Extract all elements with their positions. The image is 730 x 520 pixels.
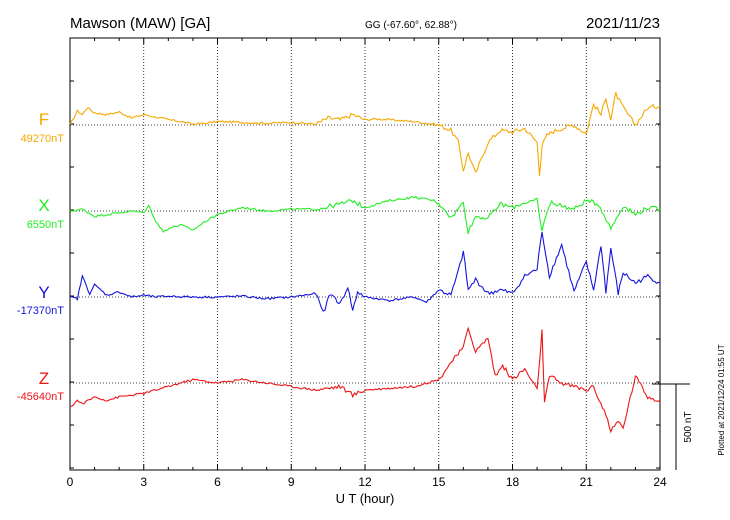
baseline-value-X: 6550nT (27, 219, 65, 231)
component-label-F: F (39, 110, 49, 129)
x-tick-label-6: 6 (214, 475, 221, 489)
x-tick-label-0: 0 (67, 475, 74, 489)
component-labels: F 49270nT X 6550nT Y -17370nT Z -45640nT (17, 110, 64, 403)
series-line-F (69, 92, 661, 176)
component-label-X: X (38, 196, 49, 215)
axis-ticks (69, 38, 661, 470)
x-tick-label-18: 18 (506, 475, 520, 489)
component-label-Y: Y (38, 283, 49, 302)
scale-bar-label: 500 nT (683, 411, 694, 442)
x-tick-label-21: 21 (580, 475, 594, 489)
station-title: Mawson (MAW) [GA] (70, 15, 210, 32)
x-tick-label-3: 3 (140, 475, 147, 489)
baseline-value-F: 49270nT (21, 133, 65, 145)
scale-bar: 500 nT (652, 383, 694, 470)
plotted-at-note: Plotted at 2021/12/24 01:55 UT (717, 344, 726, 455)
x-tick-labels: 0 3 6 9 12 15 18 21 24 (67, 475, 667, 489)
series-line-Y (69, 232, 661, 312)
baseline-value-Z: -45640nT (17, 391, 64, 403)
coordinates-label: GG (-67.60°, 62.88°) (365, 20, 457, 31)
series-lines (69, 92, 661, 434)
x-tick-label-15: 15 (432, 475, 446, 489)
component-label-Z: Z (39, 369, 49, 388)
baseline-value-Y: -17370nT (17, 305, 64, 317)
x-tick-label-24: 24 (653, 475, 667, 489)
x-axis-label: U T (hour) (336, 491, 395, 506)
series-line-X (69, 195, 661, 235)
x-tick-label-12: 12 (358, 475, 372, 489)
x-tick-label-9: 9 (288, 475, 295, 489)
date-label: 2021/11/23 (586, 15, 660, 32)
grid-lines (143, 38, 587, 470)
series-line-Z (69, 326, 661, 434)
series-baselines (70, 124, 660, 384)
